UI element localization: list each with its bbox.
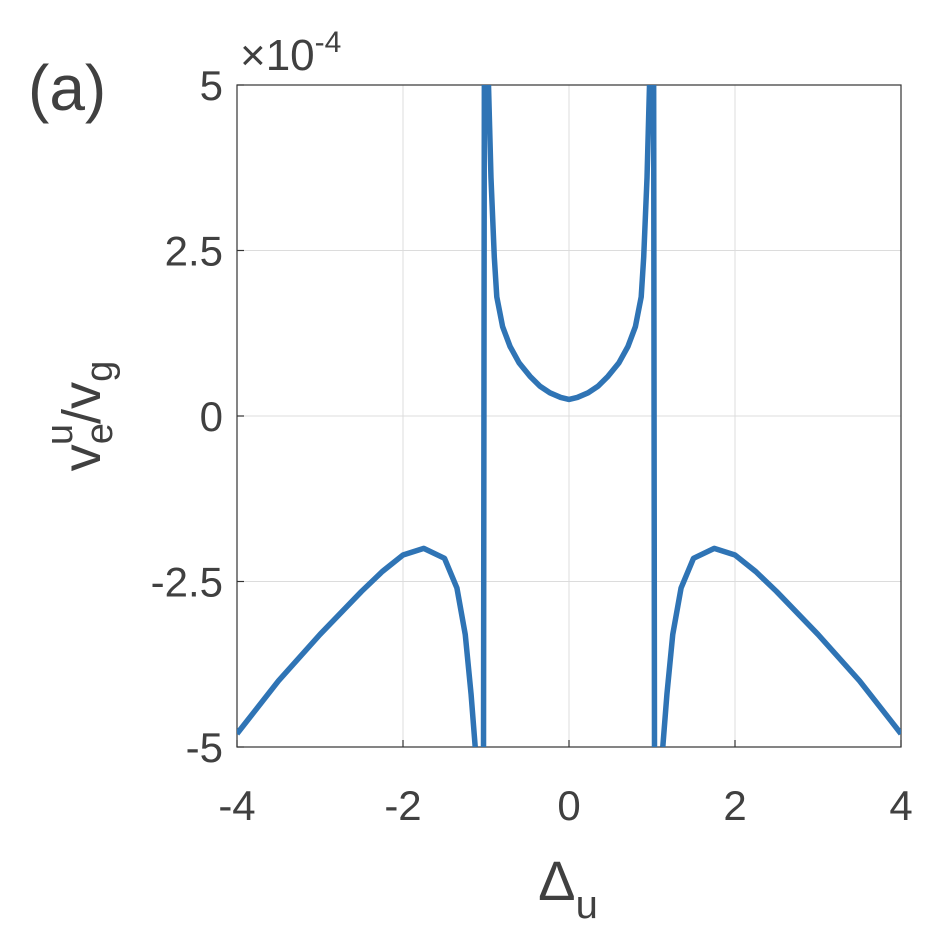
x-axis-label: Δu [538,849,598,927]
x-label-sub: u [576,883,598,927]
y-label-sub: e [79,423,121,444]
y-label-rest-sub: g [79,361,121,382]
x-tick-label: 0 [557,782,580,829]
exponent-label: ×10-4 [240,26,341,80]
x-tick-label: 4 [889,782,912,829]
x-label-main: Δ [538,849,575,912]
panel-label: (a) [28,52,106,124]
exponent-power: -4 [315,26,342,59]
y-tick-label: 2.5 [165,228,223,275]
axes-box [236,84,902,748]
y-label-main: v [52,444,112,471]
y-label-sup: u [39,424,81,445]
data-line [237,85,901,747]
y-axis-label: veu/vg [39,361,121,471]
x-tick-label: 2 [723,782,746,829]
x-tick-label: -2 [384,782,421,829]
x-tick-label: -4 [218,782,255,829]
y-tick-label: -5 [186,724,223,771]
y-tick-label: -2.5 [151,559,223,606]
y-tick-label: 0 [200,393,223,440]
y-label-rest: /v [52,382,112,424]
y-tick-label: 5 [200,62,223,109]
exponent-base: ×10 [240,31,315,80]
